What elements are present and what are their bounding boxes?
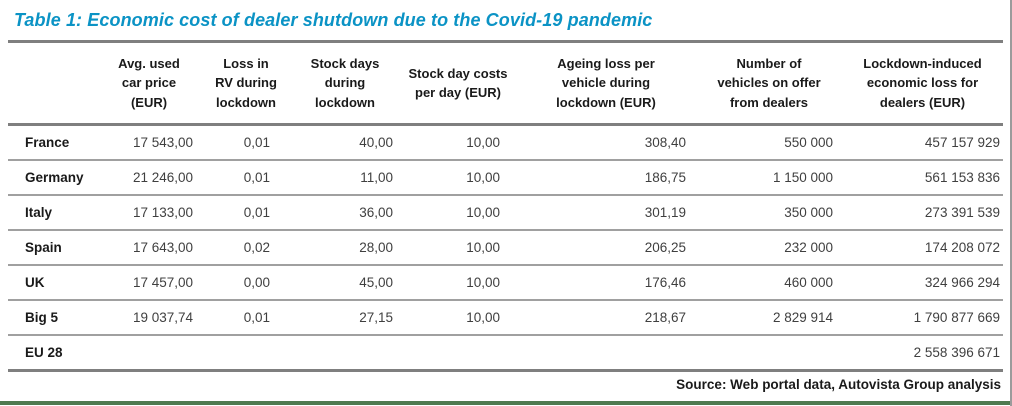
cell-economic-loss: 457 157 929 (924, 135, 1000, 150)
cell-avg-price: 17 457,00 (132, 275, 193, 290)
column-header-avg-price: Avg. used car price (EUR) (96, 43, 202, 126)
row-label: EU 28 (25, 345, 63, 360)
cell-avg-price: 17 133,00 (132, 205, 193, 220)
cell-rv-loss: 0,01 (243, 310, 270, 325)
table-row-italy: Italy 17 133,00 0,01 36,00 10,00 301,19 … (8, 195, 1003, 230)
cell-stock-days (290, 335, 400, 371)
cell-avg-price (96, 335, 202, 371)
cell-economic-loss: 174 208 072 (924, 240, 1000, 255)
cell-vehicle-count: 232 000 (784, 240, 833, 255)
cell-rv-loss: 0,01 (243, 135, 270, 150)
cell-ageing-loss: 308,40 (644, 135, 686, 150)
cell-vehicle-count: 2 829 914 (772, 310, 833, 325)
row-label: France (25, 135, 70, 150)
cell-economic-loss: 561 153 836 (924, 170, 1000, 185)
column-header-ageing-loss: Ageing loss per vehicle during lockdown … (516, 43, 696, 126)
cell-stock-days: 45,00 (359, 275, 393, 290)
table-header: Avg. used car price (EUR) Loss in RV dur… (8, 43, 1003, 126)
row-label: Italy (25, 205, 53, 220)
cell-stock-day-costs (400, 335, 516, 371)
row-label: Spain (25, 240, 62, 255)
cell-ageing-loss: 206,25 (644, 240, 686, 255)
table-row-germany: Germany 21 246,00 0,01 11,00 10,00 186,7… (8, 160, 1003, 195)
column-header-stock-day-costs: Stock day costs per day (EUR) (400, 43, 516, 126)
column-header-economic-loss: Lockdown-induced economic loss for deale… (842, 43, 1003, 126)
cell-rv-loss: 0,02 (243, 240, 270, 255)
cell-rv-loss (202, 335, 290, 371)
cell-avg-price: 21 246,00 (132, 170, 193, 185)
cell-ageing-loss (516, 335, 696, 371)
cell-avg-price: 17 643,00 (132, 240, 193, 255)
column-header-vehicle-count: Number of vehicles on offer from dealers (696, 43, 842, 126)
title-rule (8, 40, 1003, 43)
cell-rv-loss: 0,01 (243, 170, 270, 185)
cell-stock-days: 36,00 (359, 205, 393, 220)
cell-economic-loss: 324 966 294 (924, 275, 1000, 290)
cell-ageing-loss: 218,67 (644, 310, 686, 325)
cell-rv-loss: 0,01 (243, 205, 270, 220)
header-row: Avg. used car price (EUR) Loss in RV dur… (8, 43, 1003, 126)
cell-ageing-loss: 301,19 (644, 205, 686, 220)
cell-stock-days: 27,15 (359, 310, 393, 325)
column-header-stock-days: Stock days during lockdown (290, 43, 400, 126)
cell-stock-day-costs: 10,00 (466, 240, 500, 255)
source-note: Source: Web portal data, Autovista Group… (676, 377, 1001, 392)
table-row-spain: Spain 17 643,00 0,02 28,00 10,00 206,25 … (8, 230, 1003, 265)
cell-stock-day-costs: 10,00 (466, 170, 500, 185)
row-label: Germany (25, 170, 84, 185)
cell-stock-days: 40,00 (359, 135, 393, 150)
cell-vehicle-count (696, 335, 842, 371)
table-row-big5: Big 5 19 037,74 0,01 27,15 10,00 218,67 … (8, 300, 1003, 335)
cell-vehicle-count: 460 000 (784, 275, 833, 290)
cell-economic-loss: 2 558 396 671 (913, 345, 1000, 360)
economic-cost-table: Avg. used car price (EUR) Loss in RV dur… (8, 43, 1003, 372)
cell-ageing-loss: 176,46 (644, 275, 686, 290)
row-label: Big 5 (25, 310, 59, 325)
column-header-blank (8, 43, 96, 126)
cell-vehicle-count: 1 150 000 (772, 170, 833, 185)
cell-stock-days: 28,00 (359, 240, 393, 255)
cell-avg-price: 17 543,00 (132, 135, 193, 150)
table-row-uk: UK 17 457,00 0,00 45,00 10,00 176,46 460… (8, 265, 1003, 300)
cell-vehicle-count: 350 000 (784, 205, 833, 220)
cell-ageing-loss: 186,75 (644, 170, 686, 185)
cell-avg-price: 19 037,74 (132, 310, 193, 325)
cell-stock-day-costs: 10,00 (466, 310, 500, 325)
cell-stock-day-costs: 10,00 (466, 205, 500, 220)
bottom-rule (0, 401, 1010, 405)
cell-economic-loss: 1 790 877 669 (913, 310, 1000, 325)
cell-economic-loss: 273 391 539 (924, 205, 1000, 220)
cell-stock-days: 11,00 (360, 170, 393, 185)
cell-stock-day-costs: 10,00 (466, 135, 500, 150)
table-row-france: France 17 543,00 0,01 40,00 10,00 308,40… (8, 125, 1003, 160)
table-title: Table 1: Economic cost of dealer shutdow… (14, 10, 653, 30)
cell-stock-day-costs: 10,00 (466, 275, 500, 290)
cell-vehicle-count: 550 000 (784, 135, 833, 150)
row-label: UK (25, 275, 45, 290)
cell-rv-loss: 0,00 (243, 275, 270, 290)
table-row-eu28: EU 28 2 558 396 671 (8, 335, 1003, 371)
table-body: France 17 543,00 0,01 40,00 10,00 308,40… (8, 125, 1003, 371)
column-header-rv-loss: Loss in RV during lockdown (202, 43, 290, 126)
